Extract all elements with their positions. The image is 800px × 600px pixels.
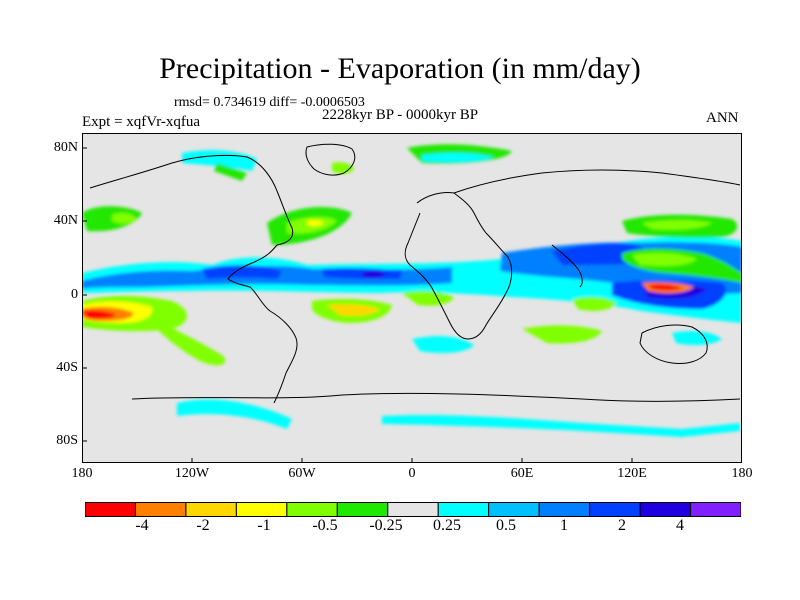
coastline: [551, 244, 583, 288]
colorbar-box: [387, 502, 439, 517]
field-region: [82, 310, 116, 319]
colorbar-label: 4: [676, 517, 684, 534]
field-region: [672, 331, 722, 346]
colorbar-box: [639, 502, 692, 517]
field-region: [157, 323, 226, 366]
field-region: [402, 290, 454, 306]
coastlines: [89, 143, 741, 404]
colorbar-label: -4: [135, 517, 149, 534]
colorbar-box: [235, 502, 288, 517]
colorbar-box: [538, 502, 591, 517]
y-tick-label: 0: [71, 287, 78, 302]
colorbar-box: [336, 502, 389, 517]
x-tick-label: 180: [731, 466, 753, 481]
y-tick-label: 80N: [53, 140, 78, 155]
field-region: [362, 270, 386, 279]
field-region: [632, 252, 697, 267]
field-region: [422, 152, 494, 163]
colorbar-box: [85, 502, 136, 517]
coastline: [639, 324, 708, 364]
x-tick-label: 120W: [174, 466, 210, 481]
x-tick-label: 60W: [288, 466, 316, 481]
x-tick-label: 120E: [617, 466, 647, 481]
x-tick-label: 0: [408, 466, 416, 481]
field-region: [572, 296, 617, 311]
coastline: [453, 169, 741, 194]
colorbar-label: 2: [618, 517, 626, 534]
coastline: [404, 192, 513, 340]
field-region: [522, 325, 602, 344]
field-region: [307, 219, 324, 227]
colorbar-box: [134, 502, 187, 517]
coastline: [131, 392, 741, 402]
stats-label: rmsd= 0.734619 diff= -0.0006503: [174, 95, 365, 110]
colorbar-box: [690, 502, 741, 517]
field-region: [382, 414, 740, 437]
x-tick-label: 60E: [510, 466, 534, 481]
colorbar-box: [437, 502, 490, 517]
colorbar-box: [185, 502, 237, 517]
colorbar-label: 0.5: [496, 517, 516, 534]
map-ticks: [82, 147, 633, 463]
season-label: ANN: [706, 110, 739, 126]
y-tick-label: 40N: [53, 213, 78, 228]
colorbar-box: [286, 502, 338, 517]
colorbar-label: 1: [560, 517, 568, 534]
colorbar-label: 0.25: [433, 517, 461, 534]
period-label: 2228kyr BP - 0000kyr BP: [322, 107, 479, 123]
field-region: [552, 243, 642, 265]
coastline: [89, 154, 298, 404]
colorbar-label: -2: [196, 517, 210, 534]
field-region: [648, 284, 682, 291]
field-region: [202, 265, 282, 279]
field-region: [112, 212, 137, 224]
coastline: [305, 143, 356, 176]
figure-title: Precipitation - Evaporation (in mm/day): [159, 52, 641, 85]
pme-field: [82, 144, 742, 437]
field-region: [177, 399, 292, 429]
colorbar-label: -0.25: [369, 517, 403, 534]
experiment-label: Expt = xqfVr-xqfua: [82, 114, 201, 130]
x-tick-label: 180: [71, 466, 93, 481]
colorbar-label: -1: [257, 517, 271, 534]
field-region: [214, 163, 247, 181]
field-region: [182, 150, 257, 171]
colorbar: [85, 502, 741, 517]
field-region: [327, 304, 380, 316]
field-region: [412, 336, 474, 353]
y-tick-label: 80S: [56, 433, 78, 448]
colorbar-box: [488, 502, 540, 517]
pme-map: [82, 133, 742, 463]
colorbar-label: -0.5: [312, 517, 338, 534]
field-region: [642, 220, 712, 230]
field-region: [332, 162, 354, 174]
colorbar-box: [589, 502, 641, 517]
y-tick-label: 40S: [56, 360, 78, 375]
